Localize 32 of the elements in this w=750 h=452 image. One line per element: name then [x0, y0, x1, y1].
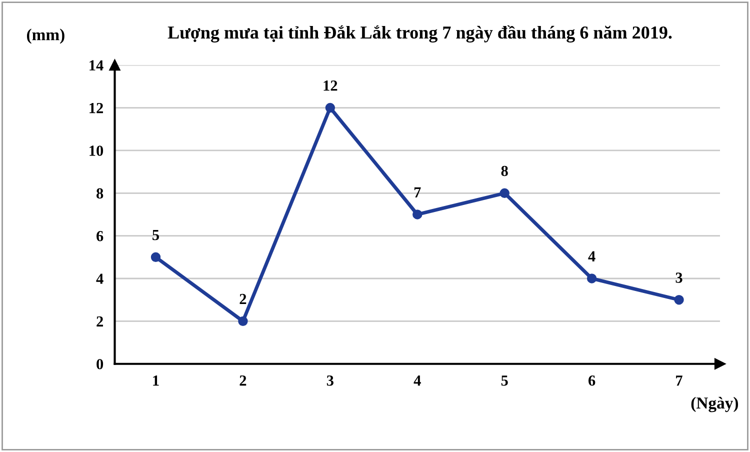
x-tick-label: 1	[153, 375, 159, 386]
x-tick-label: 5	[501, 376, 508, 386]
x-tick-label: 4	[414, 376, 421, 386]
y-tick-label: 8	[96, 188, 104, 199]
point	[586, 274, 597, 284]
point	[150, 252, 161, 262]
x-tick-label: 2	[240, 375, 246, 386]
point	[238, 316, 248, 326]
data-label: 7	[414, 187, 421, 198]
point	[674, 294, 684, 305]
data-label: 2	[240, 294, 246, 304]
y-tick-label: 6	[96, 231, 104, 242]
y-tick-label: 4	[96, 274, 104, 284]
point	[325, 102, 336, 113]
chart-title: Lượng mưa tại tỉnh Đắk Lắk trong 7 ngày đầu tháng 6 năm 2019.	[168, 25, 672, 42]
y-tick-label: 12	[90, 102, 103, 114]
point	[500, 188, 510, 198]
x-axis-title: (Ngày)	[691, 396, 738, 412]
y-axis-title: (mm)	[26, 28, 64, 44]
data-label: 12	[324, 80, 338, 91]
y-tick-label: 10	[90, 146, 104, 156]
y-tick-label: 0	[96, 359, 104, 370]
data-label: 4	[588, 251, 596, 262]
y-tick-label: 14	[90, 60, 104, 70]
x-tick-label: 3	[326, 375, 334, 386]
x-tick-label: 7	[676, 376, 682, 386]
data-label: 5	[152, 230, 159, 240]
data-label: 3	[676, 272, 682, 283]
y-tick-label: 2	[96, 316, 103, 326]
data-label: 8	[501, 166, 508, 176]
point	[412, 210, 422, 220]
x-tick-label: 6	[588, 375, 596, 386]
